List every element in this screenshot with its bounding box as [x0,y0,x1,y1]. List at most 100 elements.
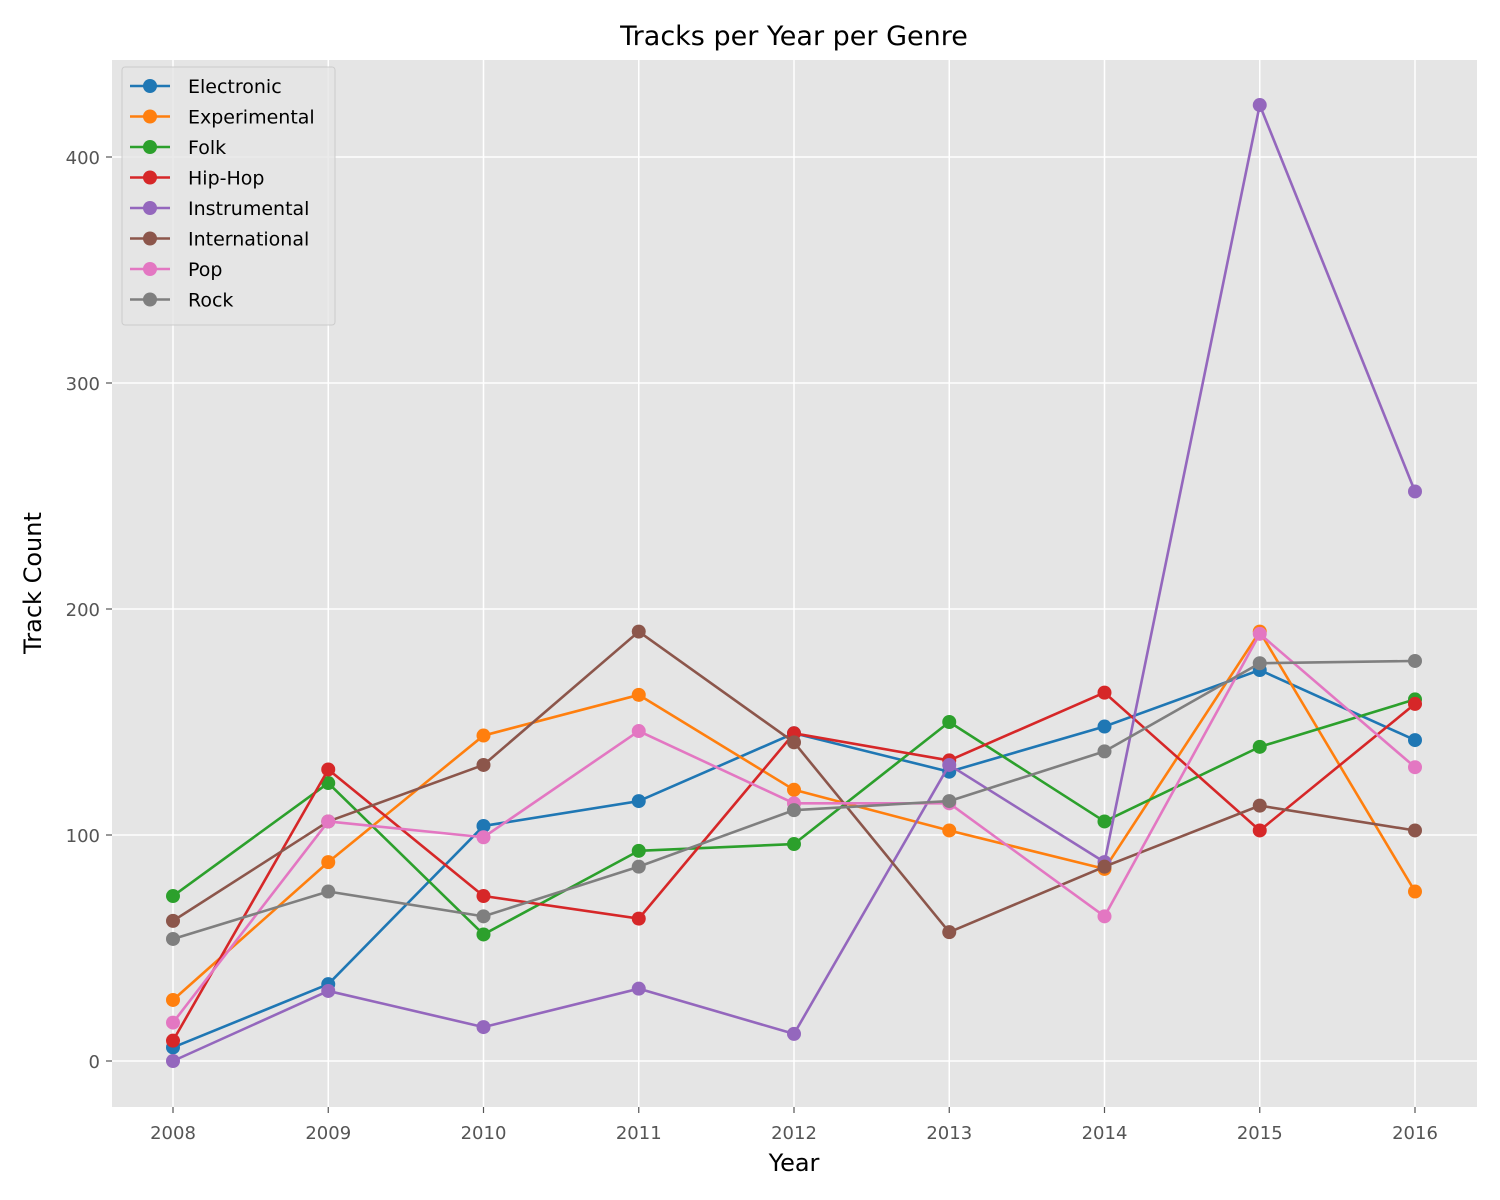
x-tick-label: 2015 [1237,1123,1283,1144]
x-tick-label: 2009 [305,1123,351,1144]
data-point-rock [1252,656,1267,671]
data-point-hip-hop [166,1033,180,1048]
data-point-folk [1097,814,1112,829]
data-point-instrumental [1408,484,1422,499]
data-point-hip-hop [476,889,491,904]
data-point-hip-hop [1408,696,1422,711]
data-point-pop [1097,909,1112,924]
legend-marker-instrumental [143,201,157,215]
legend-marker-electronic [143,79,157,93]
series-instrumental [166,98,1422,1068]
data-point-instrumental [166,1054,180,1068]
data-point-international [631,624,646,639]
legend-label-instrumental: Instrumental [188,198,309,220]
legend-label-hip-hop: Hip-Hop [188,168,264,190]
data-point-electronic [1408,733,1422,748]
data-point-international [1252,798,1267,813]
data-point-electronic [476,818,491,833]
data-point-experimental [787,782,801,797]
data-point-international [476,757,491,772]
data-point-international [1097,859,1112,874]
x-tick-label: 2013 [926,1123,972,1144]
series-international [166,624,1422,940]
legend-label-pop: Pop [188,259,222,281]
data-point-experimental [631,687,646,702]
x-tick-label: 2014 [1082,1123,1128,1144]
data-point-pop [476,830,491,845]
data-point-electronic [1097,719,1112,734]
x-tick-label: 2011 [616,1123,662,1144]
data-point-folk [321,776,336,791]
x-tick-label: 2010 [461,1123,507,1144]
x-tick-label: 2012 [771,1123,817,1144]
legend-label-experimental: Experimental [188,107,315,129]
y-tick-label: 0 [89,1052,100,1073]
data-point-rock [631,859,646,874]
legend-marker-rock [143,292,157,307]
chart-title: Tracks per Year per Genre [619,21,968,52]
axis-ticks: 2008 2009 2010 2011 2012 2013 2014 2015 2016 0 100… [66,148,1438,1144]
data-point-pop [631,724,646,739]
data-point-instrumental [787,1026,801,1041]
legend-marker-hip-hop [143,170,157,185]
data-point-rock [1408,653,1422,668]
data-point-electronic [631,794,646,809]
legend-label-folk: Folk [188,137,226,159]
legend-label-rock: Rock [188,290,233,312]
data-point-rock [787,803,801,818]
legend-marker-folk [143,140,157,154]
y-tick-label: 200 [66,600,100,621]
data-point-rock [321,884,336,899]
data-point-pop [321,814,336,829]
legend-marker-pop [143,262,157,276]
y-tick-label: 100 [66,826,100,847]
data-point-experimental [1408,884,1422,899]
grid-lines [112,60,1477,1107]
data-point-pop [1408,760,1422,775]
data-point-rock [166,931,180,946]
data-point-rock [476,909,491,924]
data-point-international [166,913,180,928]
data-point-folk [631,843,646,858]
legend-marker-experimental [143,109,157,124]
series-experimental [166,624,1422,1007]
x-axis-label: Year [768,1149,820,1177]
data-point-hip-hop [1097,685,1112,700]
y-tick-label: 400 [66,148,100,169]
x-tick-label: 2008 [150,1123,196,1144]
data-point-hip-hop [1252,823,1267,838]
data-point-instrumental [631,981,646,996]
series-layer [166,98,1422,1068]
legend: Electronic Experimental Folk Hip-Hop Instrum… [121,66,336,326]
data-point-rock [942,794,957,809]
data-point-pop [1252,626,1267,641]
data-point-international [942,925,957,940]
data-point-pop [166,1015,180,1030]
data-point-rock [1097,744,1112,759]
data-point-instrumental [476,1020,491,1035]
y-tick-label: 300 [66,374,100,395]
data-point-folk [476,927,491,942]
data-point-folk [787,837,801,852]
data-point-experimental [321,855,336,870]
series-rock [166,653,1422,946]
data-point-experimental [476,728,491,743]
data-point-hip-hop [321,762,336,777]
legend-box [121,66,336,326]
data-point-international [787,735,801,750]
legend-marker-international [143,231,157,246]
data-point-international [1408,823,1422,838]
data-point-instrumental [1252,98,1267,113]
x-tick-label: 2016 [1392,1123,1438,1144]
data-point-hip-hop [631,911,646,926]
data-point-instrumental [942,757,957,772]
data-point-folk [1252,739,1267,754]
data-point-experimental [942,823,957,838]
data-point-folk [166,889,180,904]
data-point-instrumental [321,983,336,998]
y-axis-label: Track Count [19,512,47,655]
legend-label-international: International [188,229,309,251]
data-point-folk [942,715,957,729]
legend-label-electronic: Electronic [188,76,282,98]
